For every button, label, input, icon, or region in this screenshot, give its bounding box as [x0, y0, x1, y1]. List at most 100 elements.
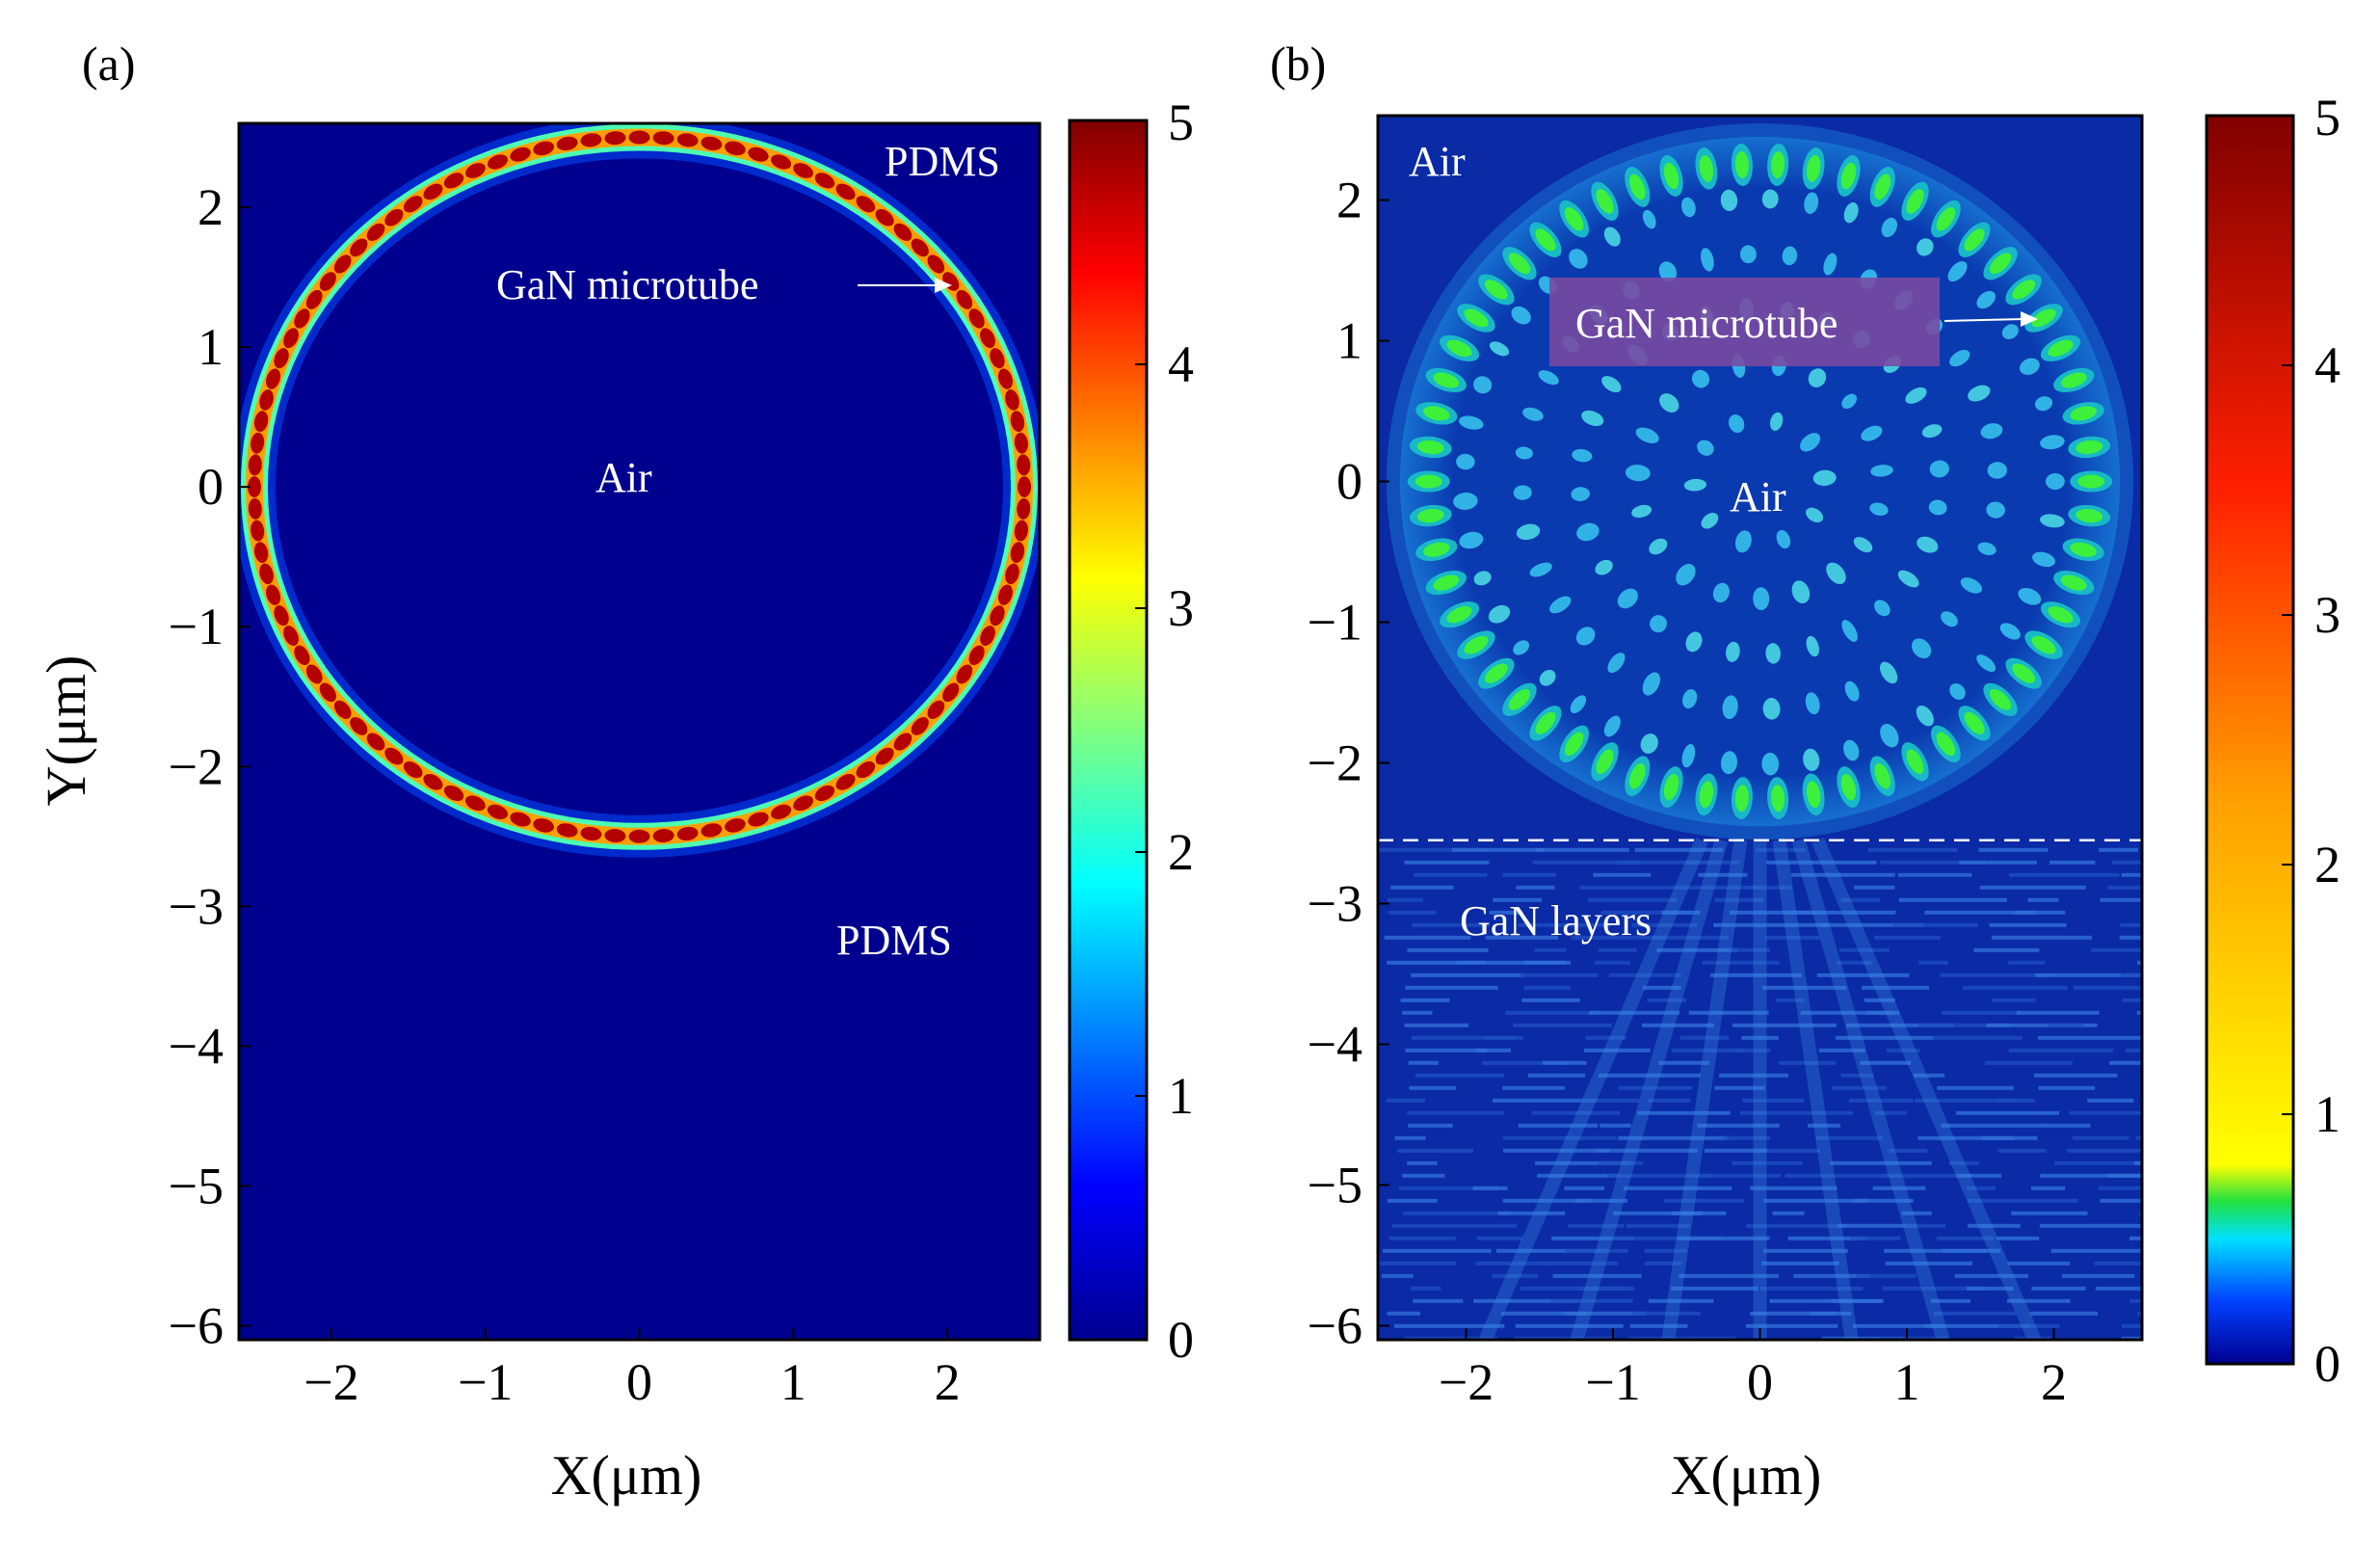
panel-a-ring-lobe: [676, 133, 699, 147]
panel-b-layer-streak: [1819, 922, 1925, 927]
panel-b-layer-streak: [1982, 1135, 2038, 1140]
panel-a-ring-lobe: [487, 154, 508, 170]
panel-a-colorbar-tick-label: 1: [1168, 1067, 1194, 1125]
panel-b-layer-streak: [2140, 910, 2142, 915]
panel-b-layer-streak: [1564, 1186, 1605, 1190]
panel-a-ring-lobe: [956, 664, 973, 684]
panel-a-colorbar-tick-label: 0: [1168, 1311, 1194, 1369]
panel-a-ring-lobe: [333, 700, 352, 719]
panel-b-beam: [1791, 838, 1950, 1340]
panel-a-ring-lobe: [266, 584, 281, 605]
panel-b-speckle: [1722, 695, 1738, 720]
panel-b-layer-streak: [1456, 960, 1566, 965]
panel-b-layer-streak: [1849, 1098, 1914, 1103]
panel-b-speckle: [1921, 424, 1943, 439]
panel-b-layer-streak: [2050, 1248, 2142, 1253]
panel-b-layer-streak: [2087, 1098, 2134, 1103]
panel-a-ring-lobe: [319, 682, 336, 703]
panel-b-layer-streak: [1579, 885, 1645, 890]
panel-b-speckle: [1999, 623, 2021, 640]
panel-b-ring-lobe: [1464, 308, 1489, 328]
panel-b-speckle: [1917, 536, 1939, 553]
panel-a-ring-lobe: [997, 584, 1013, 605]
panel-b-ring-lobe: [1484, 663, 1508, 683]
panel-b-layer-streak: [1889, 1148, 1928, 1153]
panel-b-layer-streak: [1648, 1098, 1691, 1103]
panel-b-speckle: [1691, 369, 1710, 388]
panel-b-layer-streak: [1732, 1160, 1803, 1165]
panel-b-speckle: [1581, 410, 1604, 426]
panel-b-beam: [1570, 838, 1729, 1340]
panel-b-speckle: [1728, 414, 1745, 434]
panel-b-speckle: [1941, 611, 1958, 627]
panel-b-layer-streak: [1702, 960, 1780, 965]
panel-b-layer-streak: [1750, 1311, 1837, 1316]
panel-b-speckle: [2019, 358, 2040, 375]
panel-a-ring-lobe: [556, 823, 578, 838]
panel-b-layer-streak: [1618, 1085, 1692, 1090]
panel-b-layer-streak: [1750, 885, 1792, 890]
panel-b-ring-lobe: [1840, 162, 1857, 190]
panel-a-ring-lobe: [997, 368, 1013, 389]
panel-b-speckle: [1841, 620, 1858, 642]
panel-b-layer-streak: [1585, 1035, 1627, 1040]
panel-b-layer-streak: [1534, 947, 1567, 952]
panel-b-layer-streak: [2135, 1135, 2142, 1140]
panel-b-speckle: [1977, 542, 1997, 555]
panel-b-ytick-label: −6: [1308, 1296, 1362, 1354]
panel-a-ring-lobe: [533, 818, 554, 833]
panel-b-layer-streak: [1769, 1298, 1882, 1303]
panel-b-layer-streak: [1588, 1010, 1680, 1015]
panel-a-ring-lobe: [911, 238, 929, 257]
panel-b-speckle: [1697, 440, 1714, 456]
panel-a-ring-lobe: [927, 254, 945, 274]
panel-b-speckle: [1947, 261, 1968, 282]
panel-b-layer-streak: [1685, 860, 1741, 865]
panel-b-speckle: [1676, 564, 1696, 586]
panel-b-speckle: [1734, 530, 1752, 553]
panel-b-layer-streak: [2030, 1186, 2066, 1190]
panel-a-ytick-label: 2: [198, 178, 224, 236]
panel-b-ring-lobe: [2060, 574, 2087, 591]
panel-b-layer-streak: [1400, 998, 1450, 1002]
panel-b-ring-lobe: [1663, 162, 1679, 190]
panel-b-layer-streak: [2054, 1160, 2142, 1165]
panel-b-xlabel: X(μm): [1671, 1444, 1822, 1507]
panel-b-annotation-gan-layers: GaN layers: [1460, 897, 1652, 945]
panel-a-ring-lobe: [856, 196, 876, 213]
panel-b-speckle: [2040, 514, 2065, 528]
panel-b-layer-streak: [1571, 935, 1666, 940]
panel-b-layer-streak: [1840, 897, 1881, 902]
panel-a-ring-lobe: [274, 605, 289, 627]
panel-b-colorbar-tick-label: 2: [2314, 836, 2340, 894]
panel-b-ring-lobe: [1699, 154, 1714, 182]
panel-b-layer-streak: [1402, 1173, 1445, 1178]
panel-b-layer-streak: [2031, 1286, 2086, 1291]
panel-a-ring-lobe: [1010, 542, 1025, 563]
panel-b-layer-streak: [1481, 1223, 1518, 1228]
panel-b-speckle: [1601, 376, 1622, 393]
panel-a-annotation-arrow: [858, 278, 952, 293]
panel-b-layer-streak: [1618, 1135, 1729, 1140]
panel-a-ring-lobe: [294, 645, 310, 666]
panel-b-layer-streak: [1984, 1060, 2073, 1065]
panel-b-beam: [1811, 837, 2041, 1340]
panel-b-layer-streak: [2066, 1148, 2142, 1153]
panel-b-layer-streak: [1766, 1148, 1820, 1153]
panel-b-layer-streak: [2014, 1336, 2052, 1340]
panel-b-layer-streak: [1580, 1098, 1640, 1103]
panel-b-layer-streak: [1388, 910, 1437, 915]
panel-b-layer-streak: [1551, 1236, 1635, 1240]
panel-b-layer-streak: [1390, 885, 1454, 890]
panel-b-ring-lobe: [2070, 542, 2097, 557]
panel-a-ring-lobe: [283, 328, 299, 349]
panel-b-layer-streak: [1606, 1173, 1713, 1178]
panel-b-speckle: [1513, 640, 1530, 655]
panel-b-layer-streak: [2040, 1173, 2142, 1178]
panel-b-speckle: [1642, 209, 1656, 229]
panel-b-layer-streak: [2048, 1023, 2084, 1027]
panel-b-layer-streak: [1679, 1273, 1780, 1278]
panel-b-layer-streak: [1492, 1273, 1539, 1278]
panel-b-layer-streak: [2137, 1311, 2142, 1316]
